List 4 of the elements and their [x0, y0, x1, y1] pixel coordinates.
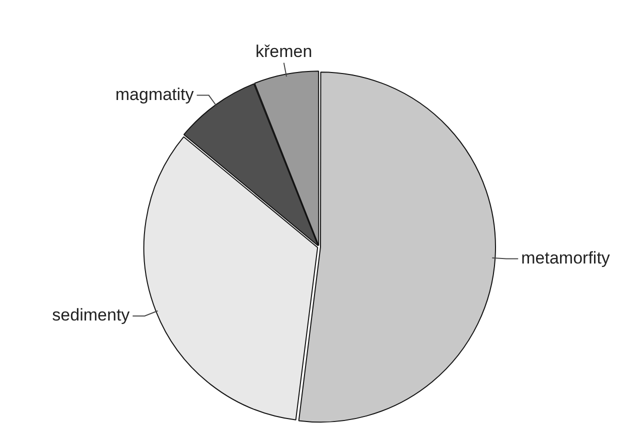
slice-label: metamorfity — [521, 248, 610, 268]
slice-label: magmatity — [115, 84, 194, 104]
slice-label: sedimenty — [52, 306, 130, 325]
slice-label: křemen — [256, 42, 312, 62]
